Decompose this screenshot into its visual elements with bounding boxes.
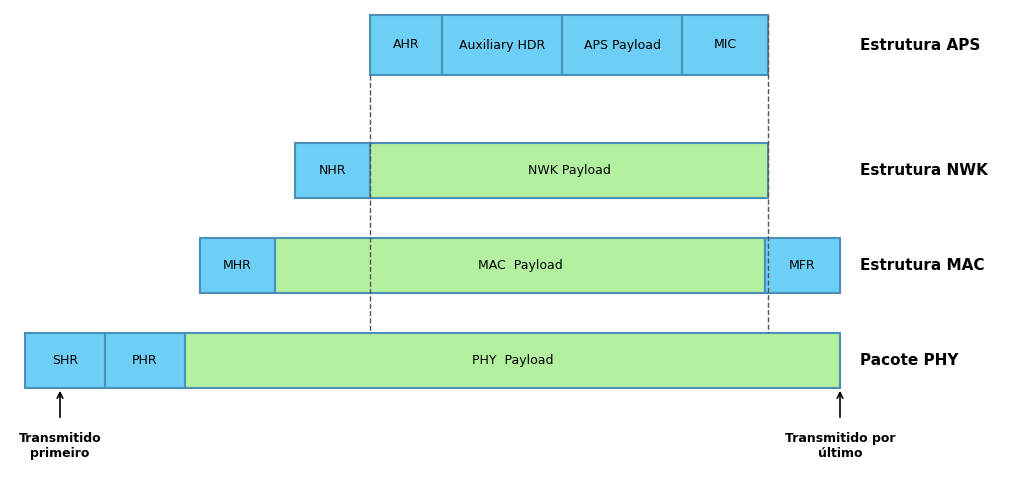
Text: Transmitido
primeiro: Transmitido primeiro [18, 432, 101, 460]
Bar [275, 238, 765, 293]
Text: NHR: NHR [318, 164, 346, 177]
Bar [442, 15, 562, 75]
Bar [25, 333, 105, 388]
Text: Auxiliary HDR: Auxiliary HDR [459, 38, 545, 51]
Text: MFR: MFR [790, 259, 816, 272]
Text: SHR: SHR [52, 354, 78, 367]
Text: Transmitido por
último: Transmitido por último [784, 432, 895, 460]
Text: MAC  Payload: MAC Payload [477, 259, 562, 272]
Bar [370, 15, 442, 75]
Text: AHR: AHR [392, 38, 419, 51]
Bar [562, 15, 682, 75]
Bar [765, 238, 840, 293]
Bar [185, 333, 840, 388]
Text: Pacote PHY: Pacote PHY [860, 353, 958, 368]
Text: MIC: MIC [714, 38, 736, 51]
Text: PHR: PHR [132, 354, 158, 367]
Bar [370, 143, 768, 198]
Bar [200, 238, 275, 293]
Text: Estrutura APS: Estrutura APS [860, 37, 980, 52]
Text: APS Payload: APS Payload [584, 38, 660, 51]
Text: PHY  Payload: PHY Payload [472, 354, 553, 367]
Text: Estrutura MAC: Estrutura MAC [860, 258, 984, 273]
Text: NWK Payload: NWK Payload [527, 164, 610, 177]
Bar [682, 15, 768, 75]
Text: MHR: MHR [223, 259, 252, 272]
Text: Estrutura NWK: Estrutura NWK [860, 163, 988, 178]
Bar [295, 143, 370, 198]
Bar [105, 333, 185, 388]
